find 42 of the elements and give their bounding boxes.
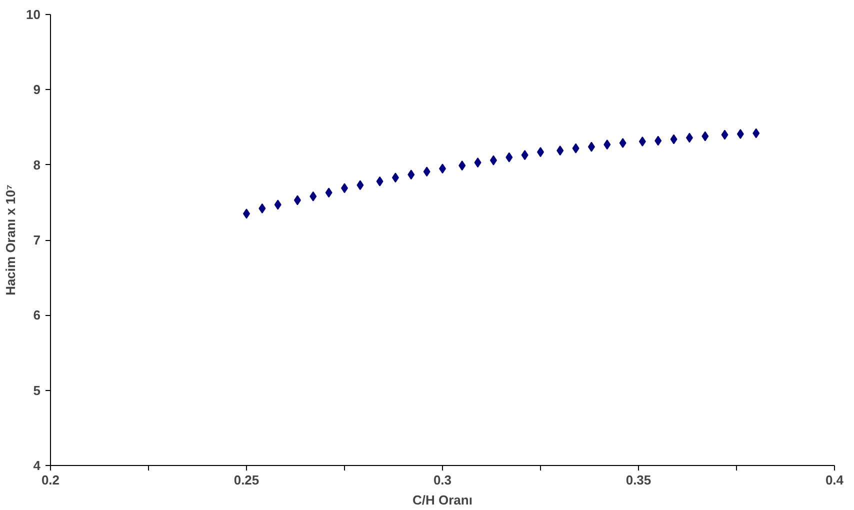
point	[506, 152, 513, 162]
point	[572, 143, 580, 154]
point	[356, 180, 364, 190]
point	[702, 131, 709, 142]
y-tick-label: 7	[33, 232, 41, 248]
y-axis-title: Hacim Oranı x 10⁷	[3, 184, 18, 296]
point	[423, 166, 430, 177]
y-tick-label: 5	[33, 382, 41, 398]
y-tick-label: 8	[33, 157, 41, 172]
point	[258, 203, 266, 214]
point	[670, 134, 678, 144]
point	[310, 191, 317, 202]
x-tick-label: 0.4	[825, 472, 844, 488]
point	[521, 150, 528, 160]
x-axis-title: C/H Oranı	[412, 492, 472, 508]
point	[376, 176, 384, 186]
x-tick-label: 0.3	[433, 472, 452, 488]
point	[638, 136, 646, 147]
y-tick-label: 4	[33, 458, 42, 473]
y-tick-label: 6	[33, 308, 41, 323]
y-tick-label: 9	[33, 82, 41, 98]
point	[490, 155, 497, 166]
point	[752, 128, 760, 138]
point	[408, 170, 415, 180]
point	[556, 146, 564, 156]
y-tick-label: 10	[26, 7, 41, 22]
point	[619, 138, 626, 148]
point	[294, 195, 301, 206]
x-tick-label: 0.35	[626, 472, 652, 488]
point	[736, 129, 744, 140]
point	[325, 188, 332, 198]
x-tick-label: 0.25	[234, 472, 260, 488]
point	[458, 160, 466, 171]
point	[686, 132, 693, 143]
point	[604, 140, 611, 150]
point	[654, 136, 662, 146]
point	[721, 130, 728, 140]
point	[588, 142, 595, 152]
point	[474, 158, 482, 168]
point	[274, 200, 282, 210]
point	[392, 172, 399, 183]
x-tick-label: 0.2	[41, 472, 60, 488]
